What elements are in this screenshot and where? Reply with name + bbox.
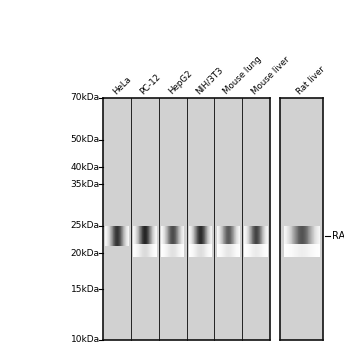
Text: NIH/3T3: NIH/3T3	[194, 65, 225, 96]
Text: 20kDa: 20kDa	[71, 249, 100, 258]
Text: Mouse lung: Mouse lung	[222, 55, 264, 96]
Text: RAB9A: RAB9A	[332, 231, 344, 241]
Text: 50kDa: 50kDa	[71, 135, 100, 144]
Text: 40kDa: 40kDa	[71, 163, 100, 172]
Text: 15kDa: 15kDa	[71, 285, 100, 294]
Bar	[280, 98, 323, 340]
Text: HeLa: HeLa	[111, 75, 132, 96]
Text: PC-12: PC-12	[139, 72, 163, 96]
Text: 10kDa: 10kDa	[71, 335, 100, 344]
Text: 35kDa: 35kDa	[71, 180, 100, 189]
Text: 25kDa: 25kDa	[71, 221, 100, 230]
Text: Rat liver: Rat liver	[295, 64, 327, 96]
Bar	[103, 98, 270, 340]
Text: Mouse liver: Mouse liver	[250, 55, 291, 96]
Text: 70kDa: 70kDa	[71, 93, 100, 103]
Text: HepG2: HepG2	[166, 69, 194, 96]
